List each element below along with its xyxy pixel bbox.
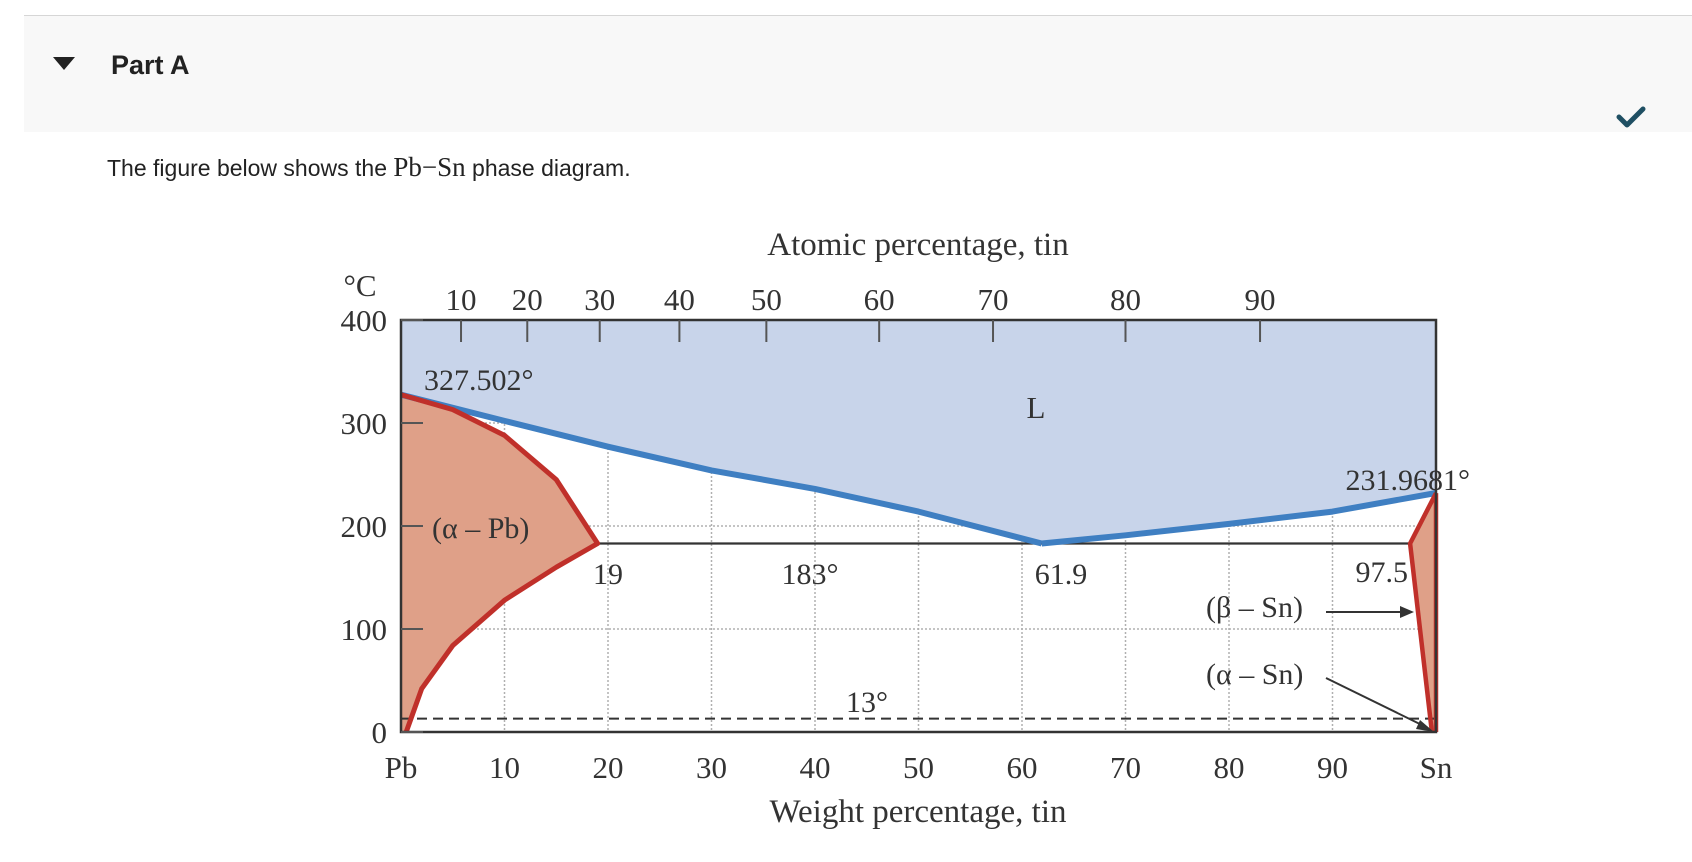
pb-melting-label: 327.502° (424, 364, 534, 397)
top-tick-label: 30 (584, 282, 615, 317)
beta-sn-label: (β – Sn) (1206, 591, 1303, 624)
eutectic-comp-label: 61.9 (1035, 558, 1088, 591)
alpha-limit-label: 19 (593, 558, 623, 591)
x-tick-label: 80 (1214, 750, 1245, 785)
alpha-sn-label: (α – Sn) (1206, 658, 1303, 691)
alpha-pb-label: (α – Pb) (432, 512, 529, 545)
liquid-region (401, 320, 1436, 544)
sn-melting-label: 231.9681° (1346, 464, 1471, 497)
alpha-pb-region (401, 394, 598, 732)
y-tick-label: 0 (372, 715, 388, 750)
alpha-sn-arrowhead (1416, 720, 1434, 732)
y-tick-label: 200 (341, 509, 388, 544)
intro-formula: Pb−Sn (393, 152, 466, 182)
x-tick-label: Pb (385, 750, 418, 785)
top-tick-label: 40 (664, 282, 695, 317)
part-title[interactable]: Part A (111, 50, 190, 80)
liquidus-left (400, 391, 1043, 547)
top-tick-label: 20 (512, 282, 543, 317)
line-layer (400, 391, 1439, 733)
y-tick-label: 400 (341, 303, 388, 338)
intro-prefix: The figure below shows the (107, 155, 394, 181)
y-tick-label: 100 (341, 612, 388, 647)
caret-down-icon[interactable] (53, 57, 75, 70)
top-tick-label: 60 (864, 282, 895, 317)
top-tick-label: 10 (446, 282, 477, 317)
frame-layer (399, 318, 1438, 734)
x-tick-label: Sn (1420, 750, 1453, 785)
transition-label: 13° (846, 686, 888, 719)
alpha-sn-arrow-line (1325, 677, 1429, 729)
solvus-alpha-pb (400, 392, 601, 733)
liquid-label: L (1027, 390, 1046, 425)
top-axis-label: Atomic percentage, tin (767, 227, 1068, 263)
intro-suffix: phase diagram. (465, 155, 631, 181)
eutectic-temp-label: 183° (782, 558, 839, 591)
top-tick-label: 90 (1245, 282, 1276, 317)
label-layer: 10 20 30 40 50 60 70 80 90 Atomic percentage, tin… (341, 227, 1471, 830)
x-tick-label: 30 (696, 750, 727, 785)
top-tick-label: 80 (1110, 282, 1141, 317)
top-divider (24, 15, 1692, 16)
x-tick-label: 90 (1317, 750, 1348, 785)
y-tick-label: 300 (341, 406, 388, 441)
beta-sn-region (1410, 493, 1436, 732)
x-tick-label: 40 (800, 750, 831, 785)
x-axis-label: Weight percentage, tin (770, 794, 1067, 830)
check-icon (1616, 106, 1646, 128)
x-tick-label: 20 (593, 750, 624, 785)
x-tick-label: 60 (1007, 750, 1038, 785)
x-tick-label: 70 (1110, 750, 1141, 785)
top-tick-label: 70 (978, 282, 1009, 317)
y-unit-label: °C (343, 268, 376, 303)
x-tick-label: 50 (903, 750, 934, 785)
x-tick-label: 10 (489, 750, 520, 785)
beta-sn-arrowhead (1400, 606, 1414, 618)
solvus-beta-sn (1407, 492, 1439, 733)
top-tick-label: 50 (751, 282, 782, 317)
intro-text: The figure below shows the Pb−Sn phase d… (107, 152, 631, 183)
beta-limit-label: 97.5 (1356, 556, 1409, 589)
liquidus-right (1041, 490, 1437, 547)
part-header[interactable]: Part A (24, 16, 1692, 132)
